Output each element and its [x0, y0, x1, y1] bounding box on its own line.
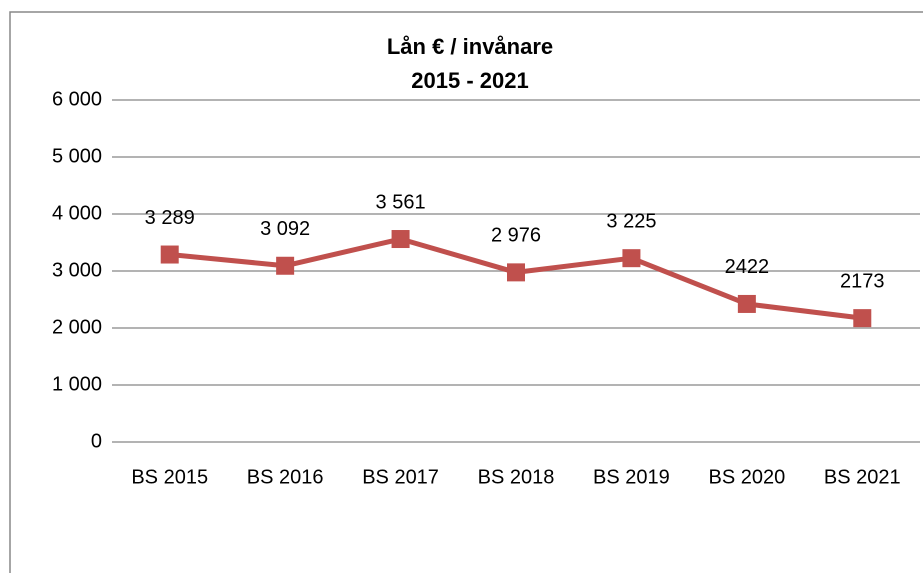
data-marker: [507, 263, 525, 282]
x-tick-label: BS 2019: [593, 466, 670, 488]
x-tick-label: BS 2021: [824, 466, 901, 488]
data-marker: [276, 256, 295, 275]
data-marker: [737, 294, 756, 313]
data-marker: [853, 309, 872, 328]
y-tick-label: 6 000: [52, 88, 102, 110]
y-tick-label: 5 000: [52, 145, 102, 167]
data-label: 3 225: [606, 210, 656, 232]
y-tick-label: 0: [91, 430, 102, 452]
x-tick-label: BS 2018: [478, 466, 555, 488]
x-tick-label: BS 2016: [247, 466, 324, 488]
data-marker: [622, 249, 641, 268]
y-tick-label: 1 000: [52, 373, 102, 395]
data-label: 3 092: [260, 218, 310, 240]
x-tick-label: BS 2017: [362, 466, 439, 488]
data-label: 2173: [840, 270, 885, 292]
chart-title: 2015 - 2021: [411, 68, 528, 93]
data-label: 3 289: [145, 207, 195, 229]
data-label: 3 561: [376, 191, 426, 213]
y-tick-label: 4 000: [52, 202, 102, 224]
y-tick-label: 2 000: [52, 316, 102, 338]
y-tick-label: 3 000: [52, 259, 102, 281]
data-marker: [391, 230, 410, 249]
data-label: 2422: [725, 256, 770, 278]
x-tick-label: BS 2020: [708, 466, 785, 488]
data-marker: [160, 245, 179, 264]
data-label: 2 976: [491, 225, 541, 247]
x-tick-label: BS 2015: [131, 466, 208, 488]
chart-frame: [9, 11, 923, 573]
chart-title: Lån € / invånare: [387, 34, 553, 59]
